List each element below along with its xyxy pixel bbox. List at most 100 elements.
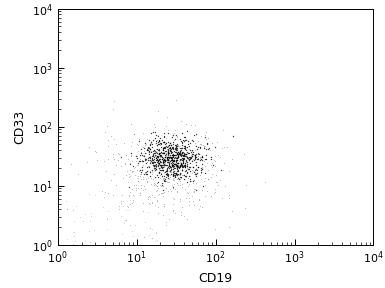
Point xyxy=(161,158,167,162)
Point xyxy=(130,234,136,239)
Point xyxy=(111,172,117,177)
Point xyxy=(160,155,166,160)
Point xyxy=(156,175,162,180)
Point xyxy=(180,161,186,166)
Point xyxy=(158,170,164,175)
Point xyxy=(168,166,174,171)
Point xyxy=(168,143,174,147)
Point xyxy=(177,152,183,157)
Point xyxy=(172,171,179,175)
Point xyxy=(173,159,179,164)
Point xyxy=(118,214,124,219)
Point xyxy=(157,151,163,155)
Point xyxy=(130,164,136,168)
Point xyxy=(145,164,151,168)
Point xyxy=(195,165,201,170)
Point xyxy=(176,143,182,148)
Point xyxy=(159,188,166,192)
Point xyxy=(191,189,198,193)
Point xyxy=(166,158,172,162)
Point xyxy=(137,158,143,163)
Point xyxy=(179,153,186,157)
Point xyxy=(151,167,157,171)
Point xyxy=(208,174,214,179)
Point xyxy=(139,158,145,163)
Point xyxy=(151,164,157,169)
Point xyxy=(113,163,119,167)
Point xyxy=(180,159,186,164)
Point xyxy=(154,183,160,188)
Point xyxy=(122,161,128,165)
Point xyxy=(153,164,159,169)
Point xyxy=(159,175,166,180)
Point xyxy=(182,169,188,173)
Point xyxy=(203,141,209,146)
Point xyxy=(195,164,201,169)
Point xyxy=(169,155,175,159)
Point xyxy=(166,156,172,160)
Point xyxy=(163,179,169,183)
Point xyxy=(157,141,163,145)
Point xyxy=(221,160,227,165)
Point xyxy=(153,140,159,145)
Point xyxy=(164,172,170,176)
Point xyxy=(154,181,160,185)
Point xyxy=(123,208,129,212)
Point xyxy=(172,174,178,178)
Point xyxy=(170,166,176,171)
Point xyxy=(156,180,162,185)
Point xyxy=(156,138,162,143)
Point xyxy=(170,196,176,200)
Point xyxy=(166,162,172,166)
Point xyxy=(192,155,198,159)
Point xyxy=(167,145,173,149)
Point xyxy=(180,173,186,177)
Point xyxy=(151,148,157,153)
Point xyxy=(178,161,184,166)
Point xyxy=(146,148,152,153)
Point xyxy=(174,134,180,138)
Point xyxy=(129,201,135,205)
Point xyxy=(171,162,177,167)
Point xyxy=(217,178,223,182)
Point xyxy=(193,155,199,159)
Point xyxy=(134,168,140,173)
Point xyxy=(158,164,164,169)
Point xyxy=(177,139,184,144)
Point xyxy=(184,144,190,149)
Point xyxy=(141,172,147,177)
Point xyxy=(93,149,99,154)
Point xyxy=(132,223,139,228)
Point xyxy=(164,170,170,175)
Point xyxy=(94,157,100,162)
Point xyxy=(161,189,167,194)
Point xyxy=(190,178,196,183)
Point xyxy=(201,143,207,148)
Point xyxy=(178,158,184,162)
Point xyxy=(166,164,172,169)
Point xyxy=(161,179,167,184)
Point xyxy=(170,163,176,168)
Point xyxy=(157,183,163,187)
Point xyxy=(173,173,179,177)
Point xyxy=(195,156,201,161)
Point xyxy=(152,162,158,167)
Point xyxy=(170,146,176,151)
Point xyxy=(169,155,176,160)
Point xyxy=(148,141,154,145)
Point xyxy=(153,162,159,166)
Point xyxy=(121,141,127,145)
Point xyxy=(150,152,156,157)
Point xyxy=(161,145,167,150)
Point xyxy=(171,168,177,173)
Point xyxy=(102,190,108,194)
Point xyxy=(140,209,146,213)
Point xyxy=(124,218,130,223)
Point xyxy=(167,187,174,192)
Point xyxy=(243,183,249,188)
Point xyxy=(165,165,171,169)
Point xyxy=(165,158,171,163)
Point xyxy=(176,155,182,159)
Point xyxy=(182,146,188,151)
Point xyxy=(179,130,185,135)
